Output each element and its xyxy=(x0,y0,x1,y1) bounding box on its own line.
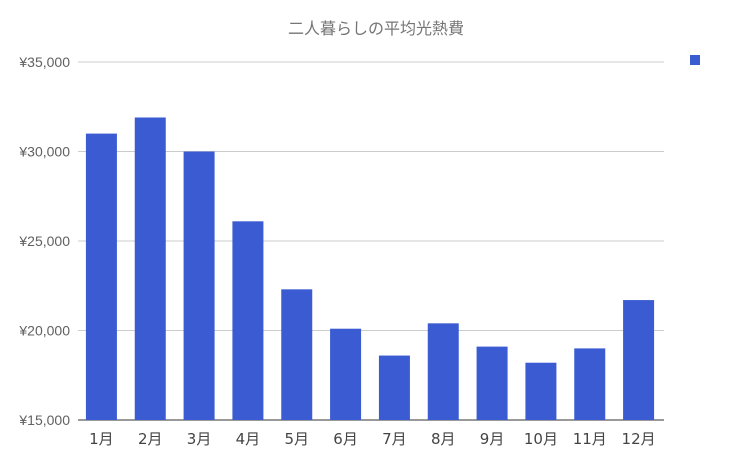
x-tick-label: 12月 xyxy=(622,430,656,448)
x-tick-label: 2月 xyxy=(138,430,163,448)
x-tick-label: 6月 xyxy=(333,430,358,448)
y-tick-label: ¥20,000 xyxy=(18,323,70,339)
gridlines xyxy=(78,61,664,421)
x-tick-label: 1月 xyxy=(89,430,114,448)
bar xyxy=(378,355,410,420)
bars xyxy=(85,117,655,421)
y-tick-label: ¥30,000 xyxy=(18,144,70,160)
bar xyxy=(85,133,117,420)
bar xyxy=(574,348,606,420)
bar xyxy=(476,346,508,420)
x-axis-ticks: 1月 2月 3月 4月 5月 6月 7月 8月 9月 10月 11月 12月 xyxy=(89,430,655,448)
legend-swatch xyxy=(690,55,700,65)
y-tick-label: ¥35,000 xyxy=(18,54,70,70)
bar xyxy=(427,323,459,420)
x-tick-label: 8月 xyxy=(431,430,456,448)
bar xyxy=(623,300,655,420)
bar xyxy=(183,151,215,420)
y-axis-ticks: ¥15,000 ¥20,000 ¥25,000 ¥30,000 ¥35,000 xyxy=(18,54,70,428)
y-tick-label: ¥15,000 xyxy=(18,412,70,428)
y-tick-label: ¥25,000 xyxy=(18,233,70,249)
bar xyxy=(281,289,313,420)
chart-title: 二人暮らしの平均光熱費 xyxy=(288,19,464,38)
bar xyxy=(330,328,362,420)
x-tick-label: 3月 xyxy=(187,430,212,448)
x-tick-label: 9月 xyxy=(480,430,505,448)
bar xyxy=(525,362,557,420)
bar xyxy=(134,117,166,421)
x-tick-label: 7月 xyxy=(382,430,407,448)
x-tick-label: 10月 xyxy=(524,430,558,448)
bar xyxy=(232,221,264,420)
x-tick-label: 11月 xyxy=(573,430,607,448)
legend xyxy=(690,55,700,65)
x-tick-label: 5月 xyxy=(284,430,309,448)
x-tick-label: 4月 xyxy=(236,430,261,448)
